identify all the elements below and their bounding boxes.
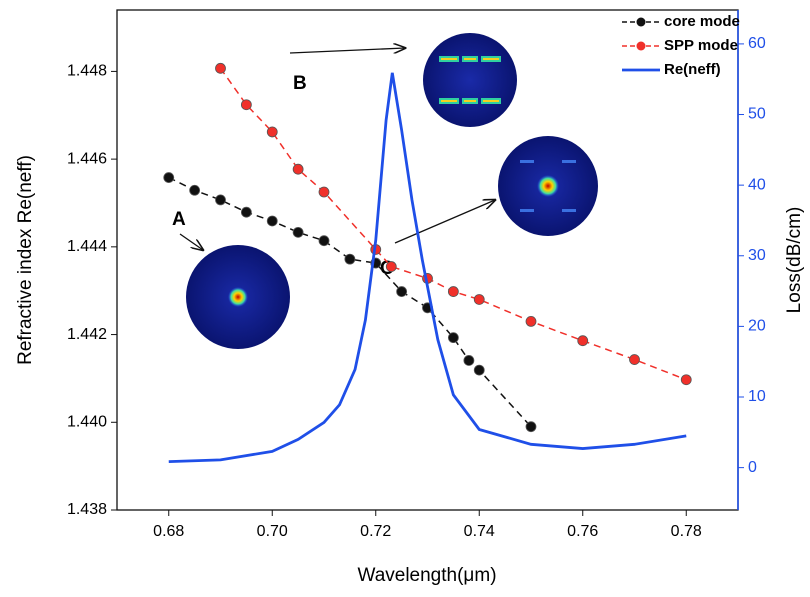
y-tick-label: 1.446 — [67, 150, 107, 167]
y2-tick-label: 30 — [748, 247, 766, 264]
marker — [267, 127, 277, 137]
marker — [526, 316, 536, 326]
annotation: A — [172, 209, 186, 230]
marker — [681, 375, 691, 385]
legend-label: Re(neff) — [664, 61, 721, 78]
arrow — [395, 200, 495, 243]
marker — [216, 63, 226, 73]
y-tick-label: 1.438 — [67, 501, 107, 518]
legend-marker — [637, 18, 646, 27]
y-tick-label: 1.440 — [67, 413, 107, 430]
legend-label: SPP mode — [664, 37, 738, 54]
page: B A C Wavelength(μm) Refractive index Re… — [0, 0, 810, 597]
y-tick-label: 1.442 — [67, 326, 107, 343]
mode-image-c — [498, 136, 598, 236]
x-axis-label: Wavelength(μm) — [357, 565, 496, 586]
x-tick-label: 0.76 — [567, 523, 598, 540]
legend-marker — [637, 42, 646, 51]
y-axis-label: Refractive index Re(neff) — [15, 155, 36, 365]
y2-tick-label: 50 — [748, 106, 766, 123]
x-tick-label: 0.78 — [671, 523, 702, 540]
annotation: B — [293, 73, 307, 94]
x-tick-label: 0.70 — [257, 523, 288, 540]
marker — [464, 355, 474, 365]
x-tick-label: 0.72 — [360, 523, 391, 540]
y2-tick-label: 10 — [748, 388, 766, 405]
marker — [448, 287, 458, 297]
marker — [190, 185, 200, 195]
marker — [474, 294, 484, 304]
marker — [448, 333, 458, 343]
marker — [293, 227, 303, 237]
y-tick-label: 1.448 — [67, 63, 107, 80]
marker — [293, 164, 303, 174]
y2-tick-label: 60 — [748, 35, 766, 52]
marker — [526, 422, 536, 432]
y-tick-label: 1.444 — [67, 238, 107, 255]
arrow — [290, 48, 405, 53]
mode-image-b — [423, 33, 517, 127]
mode-image-a — [186, 245, 290, 349]
marker — [345, 254, 355, 264]
marker — [216, 195, 226, 205]
marker — [319, 187, 329, 197]
y2-tick-label: 20 — [748, 318, 766, 335]
y2-axis-label: Loss(dB/cm) — [784, 207, 805, 314]
marker — [319, 236, 329, 246]
marker — [164, 173, 174, 183]
marker — [630, 355, 640, 365]
marker — [241, 207, 251, 217]
marker — [474, 365, 484, 375]
x-tick-label: 0.68 — [153, 523, 184, 540]
legend-label: core mode — [664, 13, 740, 30]
y2-tick-label: 0 — [748, 459, 757, 476]
marker — [397, 287, 407, 297]
x-tick-label: 0.74 — [464, 523, 495, 540]
marker — [386, 262, 396, 272]
marker — [241, 100, 251, 110]
arrow — [180, 234, 203, 250]
marker — [267, 216, 277, 226]
marker — [578, 336, 588, 346]
chart: B A C Wavelength(μm) Refractive index Re… — [0, 0, 810, 592]
y2-tick-label: 40 — [748, 176, 766, 193]
